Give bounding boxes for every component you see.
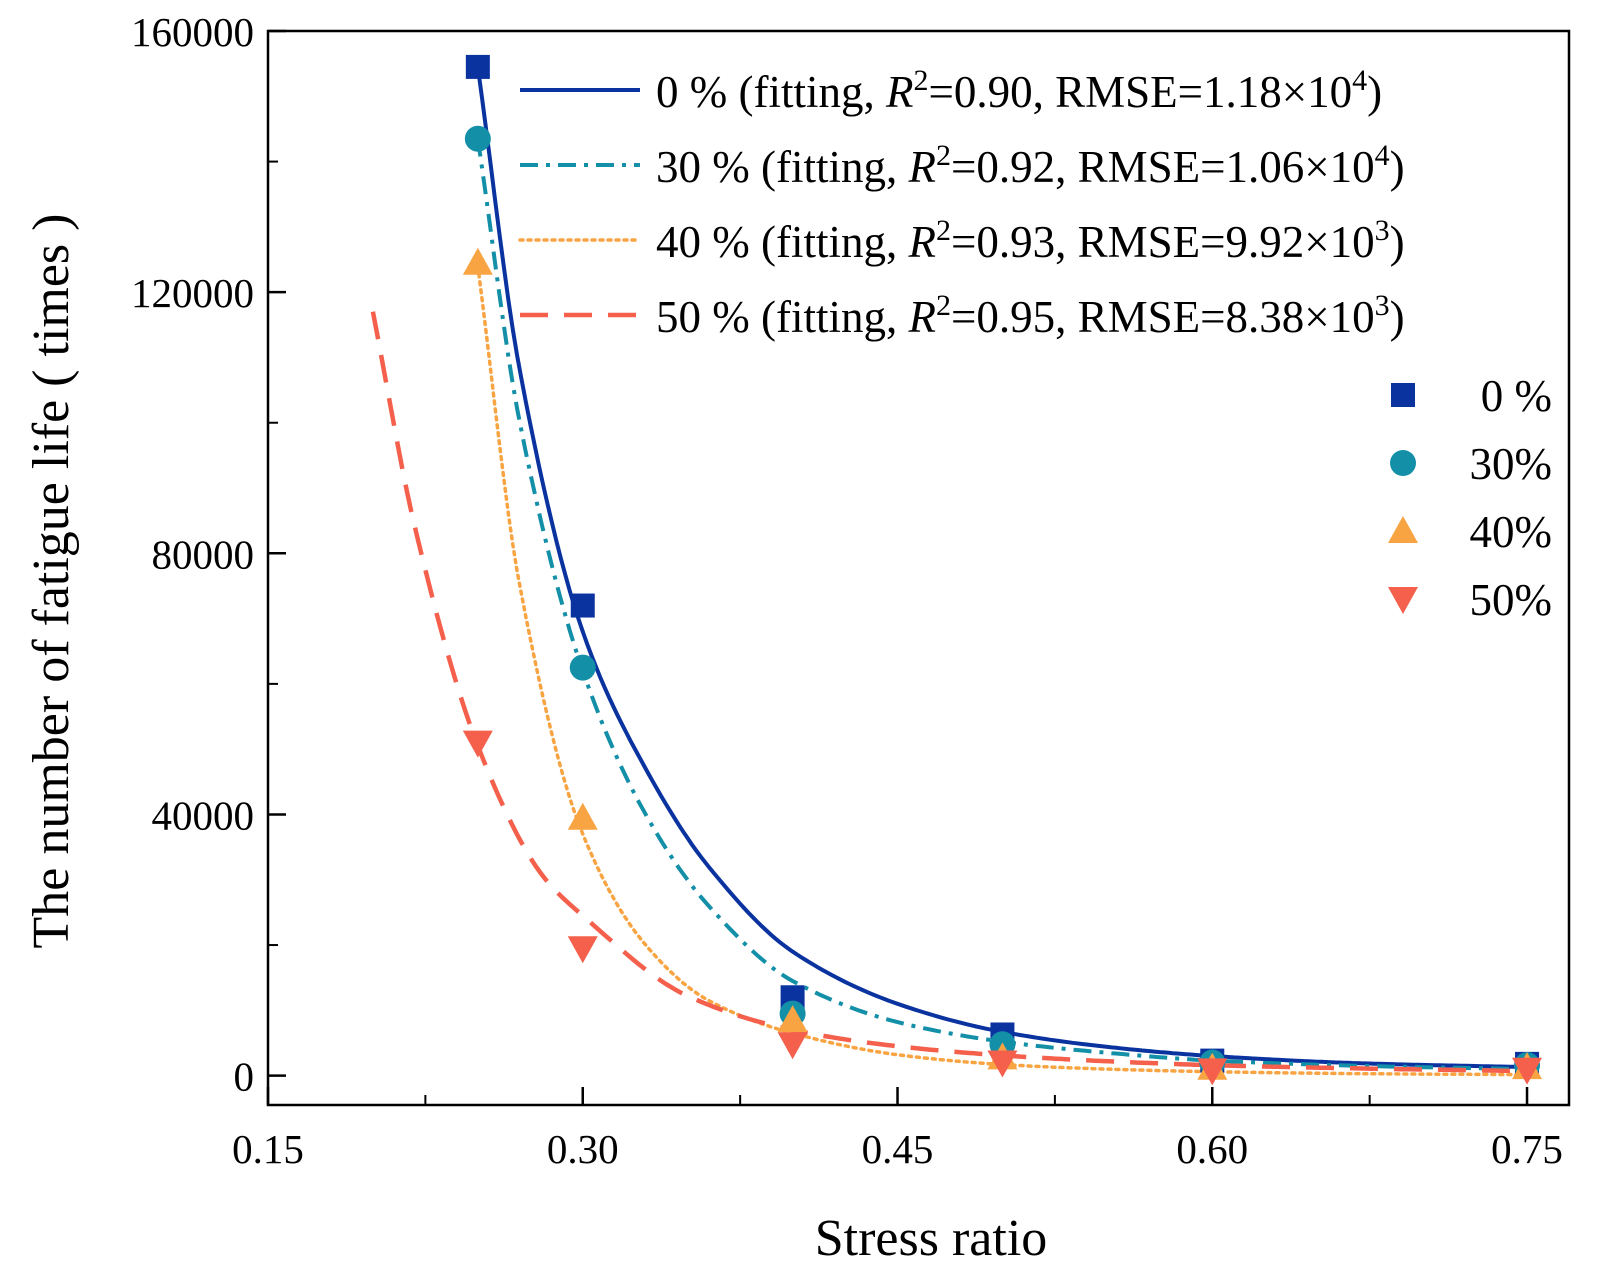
plot-frame [266,29,1571,1107]
marker-legend-symbol [1391,383,1415,407]
y-axis-ticks: 0 40000 80000 120000 160000 [131,9,286,1100]
marker-legend: 0 % 30% 40% 50% [1388,371,1552,625]
y-tick-label: 0 [234,1054,255,1100]
fit-legend-label: 30 % (fitting, R2=0.92, RMSE=1.06×104) [656,139,1405,192]
data-point-50pct-3 [987,1050,1018,1078]
marker-legend-label: 50% [1470,575,1553,625]
y-tick-label: 160000 [131,9,254,55]
fit-legend-label: 40 % (fitting, R2=0.93, RMSE=9.92×103) [656,214,1405,267]
x-tick-label: 0.15 [232,1126,304,1172]
x-tick-label: 0.30 [547,1126,619,1172]
data-point-50pct-5 [1512,1057,1543,1085]
fit-legend-label: 0 % (fitting, R2=0.90, RMSE=1.18×104) [656,64,1382,117]
data-point-40pct-0 [462,247,493,275]
data-point-40pct-1 [567,802,598,830]
marker-legend-label: 40% [1470,507,1553,557]
marker-legend-symbol [1388,516,1418,543]
x-tick-label: 0.45 [862,1126,934,1172]
data-markers [462,54,1543,1086]
x-tick-label: 0.75 [1491,1126,1563,1172]
fit-legend: 0 % (fitting, R2=0.90, RMSE=1.18×104) 30 … [518,64,1405,342]
data-point-30pct-1 [569,654,596,681]
x-tick-label: 0.60 [1176,1126,1248,1172]
x-axis-title: Stress ratio [815,1210,1048,1267]
data-point-0pct-1 [570,593,595,618]
marker-legend-symbol [1390,450,1416,476]
data-point-50pct-4 [1197,1058,1228,1086]
x-axis-ticks: 0.15 0.30 0.45 0.60 0.75 [232,1087,1563,1172]
data-point-40pct-2 [777,1005,808,1033]
data-point-50pct-0 [462,730,493,758]
data-point-30pct-0 [464,125,491,152]
y-tick-label: 40000 [152,792,255,838]
y-axis-title: The number of fatigue life ( times ) [23,214,80,949]
y-tick-label: 120000 [131,270,254,316]
marker-legend-label: 0 % [1481,371,1552,421]
data-point-0pct-0 [465,54,490,79]
data-point-50pct-1 [567,936,598,964]
data-point-50pct-2 [777,1032,808,1060]
marker-legend-label: 30% [1470,439,1553,489]
fit-line-50pct [370,311,1527,1074]
marker-legend-symbol [1388,587,1418,614]
y-tick-label: 80000 [152,531,255,577]
fit-legend-label: 50 % (fitting, R2=0.95, RMSE=8.38×103) [656,289,1405,342]
